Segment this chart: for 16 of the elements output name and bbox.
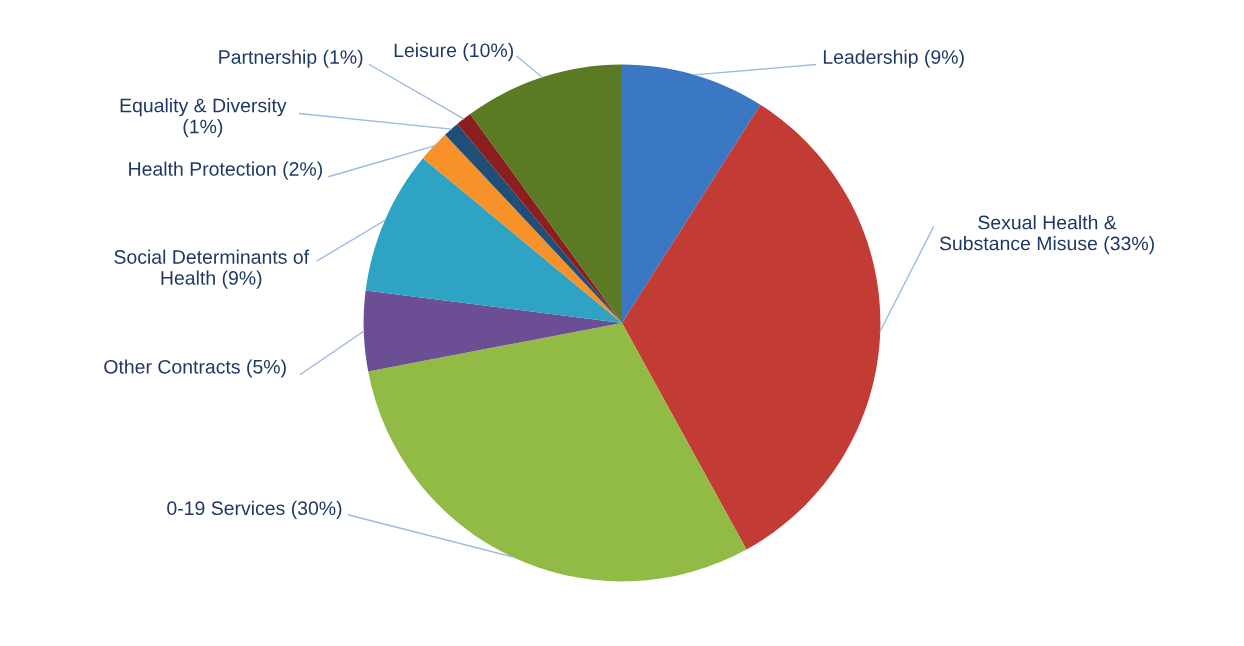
pie-slice bbox=[365, 158, 622, 323]
pie-slice bbox=[470, 64, 622, 323]
slice-label: Equality & Diversity (1%) bbox=[120, 98, 287, 138]
slice-label: Other Contracts (5%) bbox=[104, 359, 286, 378]
slice-label: Social Determinants of Health (9%) bbox=[114, 249, 310, 289]
slice-label: Health Protection (2%) bbox=[129, 161, 322, 180]
slice-label: Leadership (9%) bbox=[823, 49, 964, 68]
pie-slice bbox=[422, 134, 622, 323]
slice-label: Sexual Health & Substance Misuse (33%) bbox=[939, 215, 1154, 255]
slice-label: 0-19 Services (30%) bbox=[167, 500, 342, 519]
slice-label: Partnership (1%) bbox=[219, 49, 363, 68]
pie-slice bbox=[363, 290, 622, 372]
slice-label: Leisure (10%) bbox=[394, 42, 513, 62]
pie-slice bbox=[622, 64, 761, 323]
pie-slice bbox=[622, 104, 881, 550]
pie-slice bbox=[368, 323, 747, 582]
